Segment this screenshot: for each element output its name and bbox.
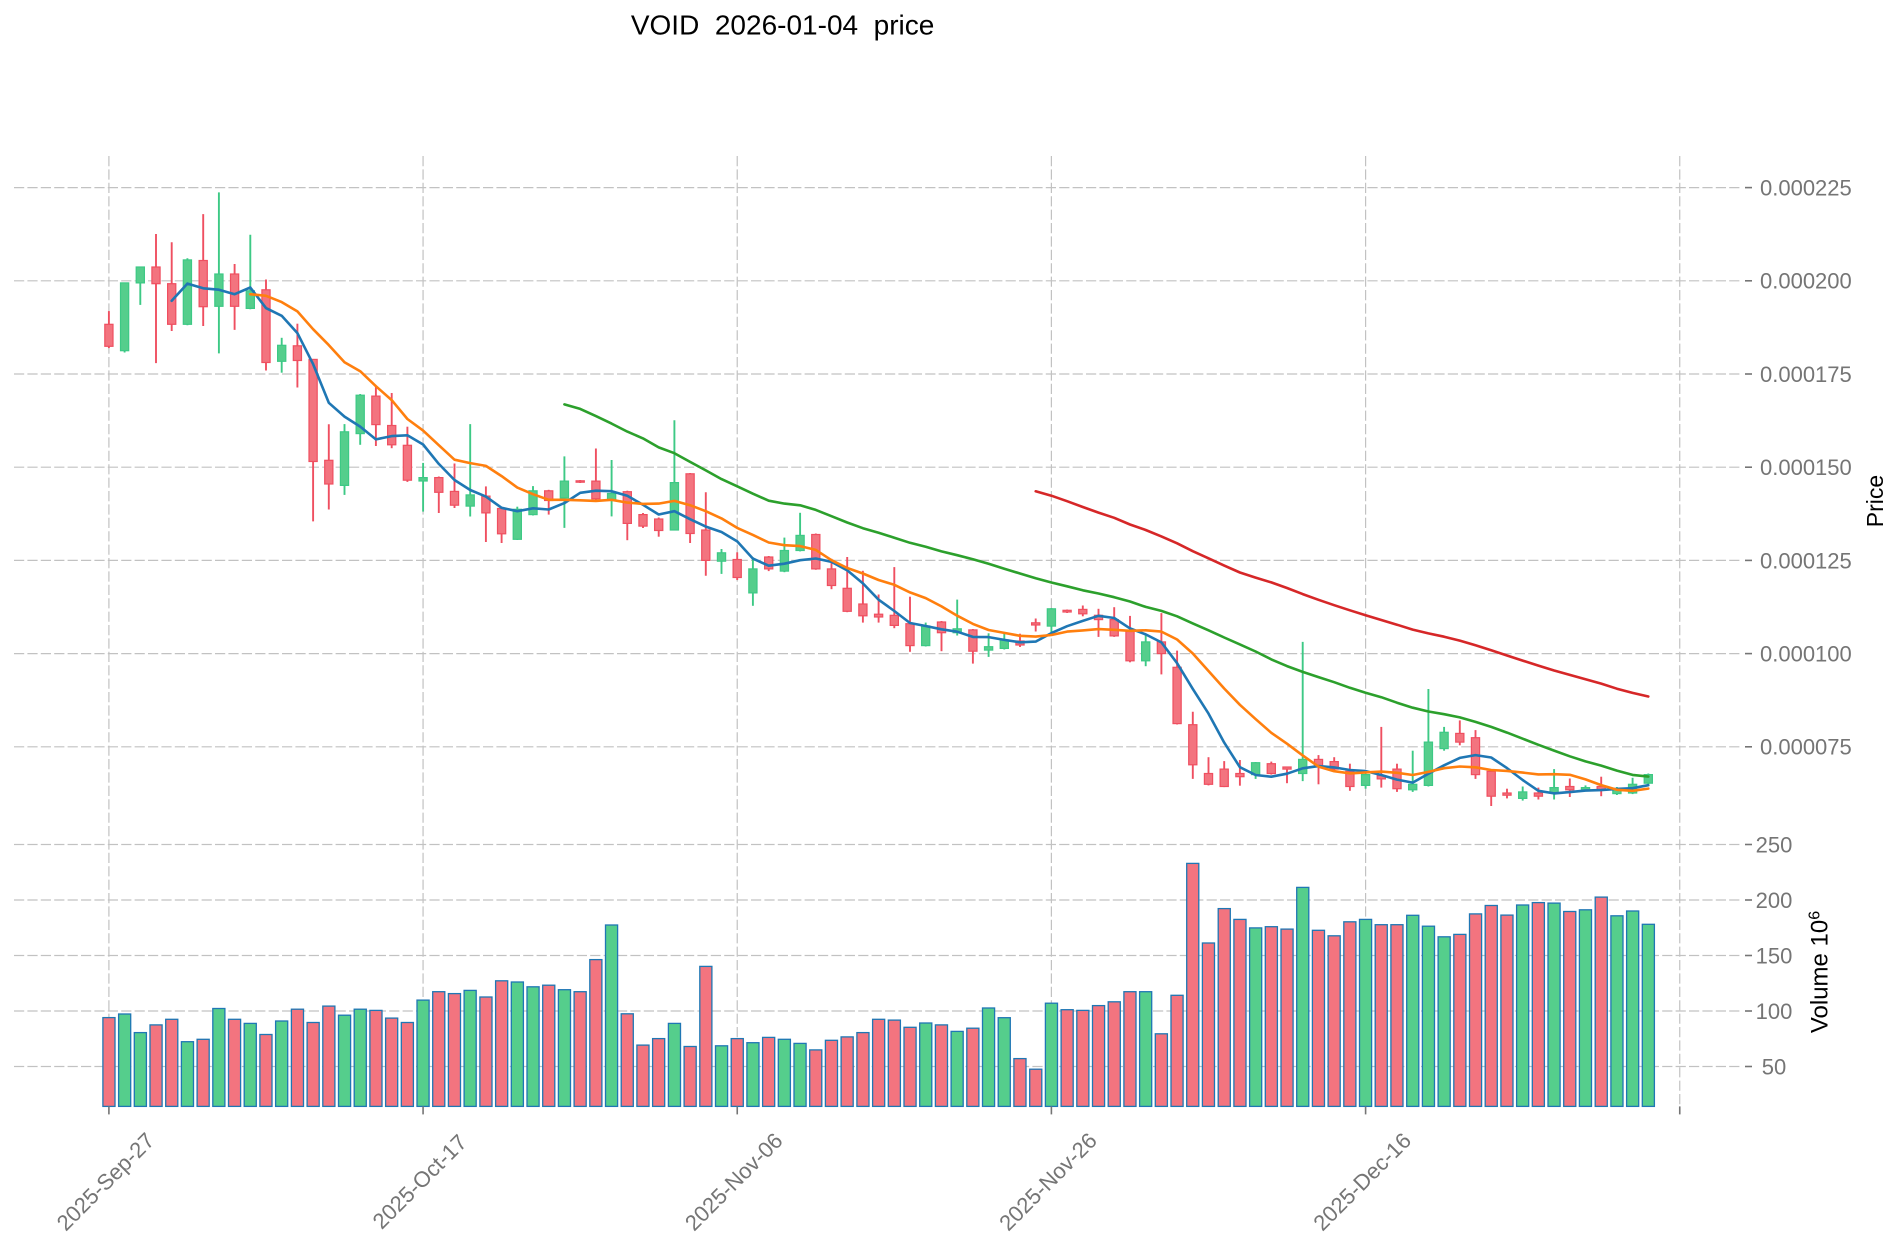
svg-text:0.000125: 0.000125 — [1760, 548, 1852, 573]
svg-text:0.000225: 0.000225 — [1760, 176, 1852, 201]
svg-text:VOID 2026-01-04 price: VOID 2026-01-04 price — [631, 10, 935, 41]
svg-text:0.000200: 0.000200 — [1760, 269, 1852, 294]
svg-text:100: 100 — [1756, 999, 1793, 1024]
svg-text:Price: Price — [1862, 475, 1888, 527]
svg-text:150: 150 — [1756, 943, 1793, 968]
svg-text:0.000150: 0.000150 — [1760, 455, 1852, 480]
svg-text:200: 200 — [1756, 888, 1793, 913]
svg-text:250: 250 — [1756, 832, 1793, 857]
svg-text:0.000075: 0.000075 — [1760, 735, 1852, 760]
svg-text:50: 50 — [1762, 1054, 1786, 1079]
svg-text:Volume 106: Volume 106 — [1806, 911, 1834, 1033]
svg-text:0.000175: 0.000175 — [1760, 362, 1852, 387]
svg-text:0.000100: 0.000100 — [1760, 642, 1852, 667]
